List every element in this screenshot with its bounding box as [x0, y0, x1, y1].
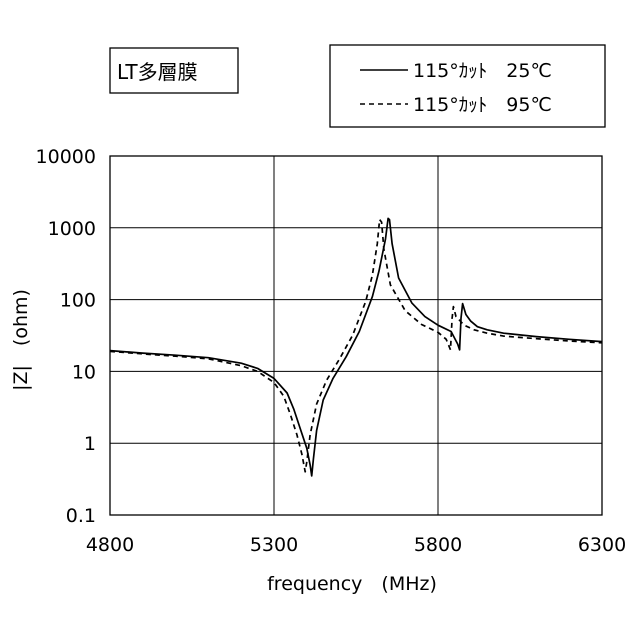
- x-tick-label: 4800: [86, 534, 134, 556]
- x-tick-labels: 4800 5300 5800 6300: [86, 534, 626, 556]
- x-tick-label: 5300: [250, 534, 298, 556]
- x-tick-label: 5800: [414, 534, 462, 556]
- y-tick-label: 1000: [48, 218, 96, 240]
- series-line-2: [110, 220, 602, 472]
- y-axis-label: |Z| (ohm): [10, 289, 32, 391]
- x-tick-label: 6300: [578, 534, 626, 556]
- legend-label-series-2: 115°ｶｯﾄ 95℃: [413, 94, 552, 116]
- plot-area: [110, 156, 602, 515]
- title-box: LT多層膜: [110, 48, 238, 93]
- series-group: [110, 218, 602, 476]
- y-tick-label: 0.1: [66, 505, 96, 527]
- y-tick-label: 1: [84, 433, 96, 455]
- y-tick-label: 100: [60, 290, 96, 312]
- x-axis-label: frequency (MHz): [267, 573, 437, 595]
- y-tick-label: 10: [72, 361, 96, 383]
- series-line-1: [110, 218, 602, 476]
- y-tick-label: 10000: [36, 146, 96, 168]
- y-tick-labels: 0.1 1 10 100 1000 10000: [36, 146, 96, 527]
- legend-label-series-1: 115°ｶｯﾄ 25℃: [413, 60, 552, 82]
- chart-title: LT多層膜: [117, 60, 198, 84]
- legend: 115°ｶｯﾄ 25℃ 115°ｶｯﾄ 95℃: [330, 45, 605, 127]
